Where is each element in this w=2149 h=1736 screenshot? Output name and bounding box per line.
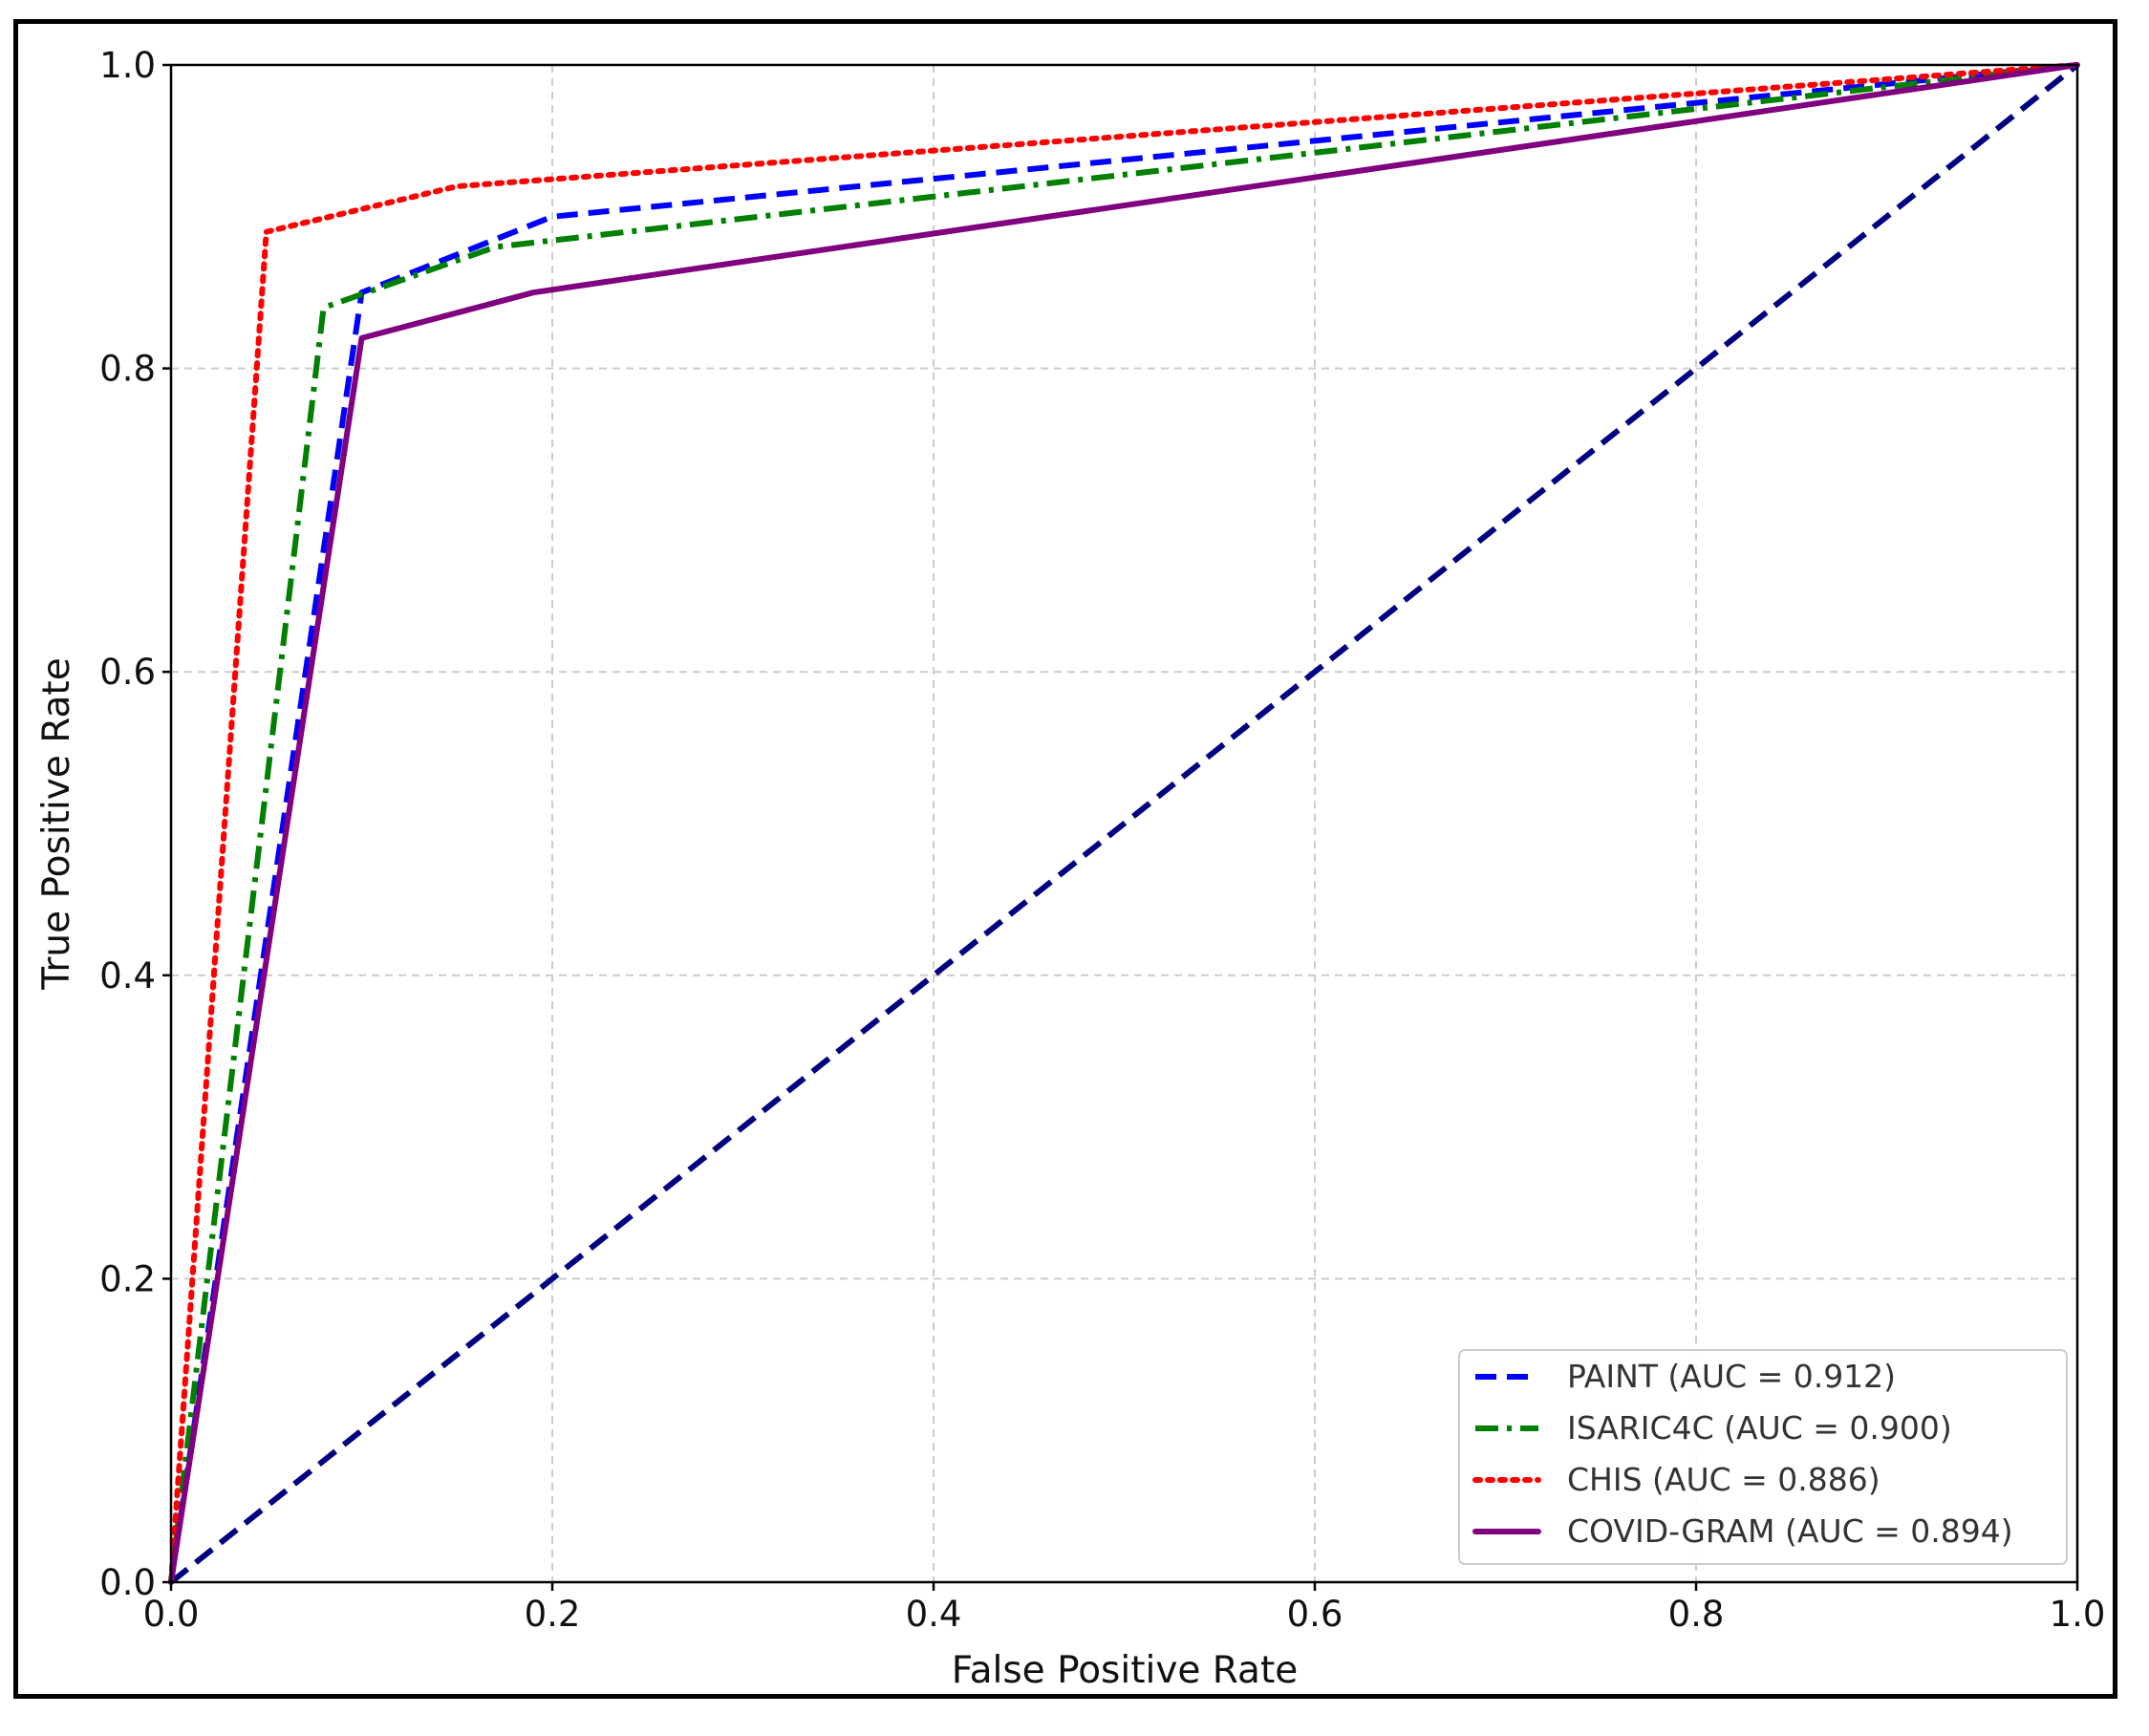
plot-area-border (169, 63, 2079, 1584)
legend-label-paint: PAINT (AUC = 0.912) (1567, 1358, 1896, 1395)
legend: PAINT (AUC = 0.912) ISARIC4C (AUC = 0.900… (1458, 1349, 2068, 1565)
y-tick-label: 0.8 (99, 349, 156, 390)
series-line-chis (168, 62, 2080, 1585)
y-tick-label: 0.2 (99, 1258, 156, 1299)
legend-label-chis: CHIS (AUC = 0.886) (1567, 1461, 1880, 1498)
legend-label-isaric4c: ISARIC4C (AUC = 0.900) (1567, 1409, 1952, 1447)
series-line-covid-gram (168, 62, 2080, 1585)
series-lines (168, 62, 2080, 1585)
legend-label-covid-gram: COVID-GRAM (AUC = 0.894) (1567, 1512, 2013, 1550)
y-tick-label: 0.6 (99, 652, 156, 693)
x-tick-label: 0.8 (1668, 1594, 1725, 1635)
x-tick-label: 0.0 (143, 1594, 200, 1635)
x-axis-label: False Positive Rate (952, 1649, 1298, 1692)
y-tick-label: 1.0 (99, 45, 156, 86)
axis-ticks: 0.0 0.2 0.4 0.6 0.8 1.0 0.0 0.2 0.4 0.6 0.8 1.0 (99, 45, 2105, 1635)
series-line-paint (168, 62, 2078, 1583)
y-axis-label: True Positive Rate (35, 657, 78, 990)
x-tick-label: 1.0 (2050, 1594, 2106, 1635)
x-tick-label: 0.6 (1287, 1594, 1343, 1635)
y-tick-label: 0.4 (99, 955, 156, 997)
x-tick-label: 0.2 (525, 1594, 581, 1635)
legend-box (1458, 1349, 2068, 1565)
chance-diagonal-line (169, 62, 2079, 1585)
series-line-isaric4c (168, 62, 2078, 1583)
x-tick-label: 0.4 (906, 1594, 962, 1635)
y-tick-label: 0.0 (99, 1562, 156, 1603)
